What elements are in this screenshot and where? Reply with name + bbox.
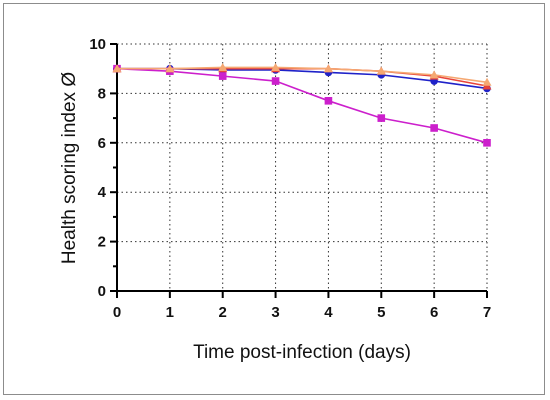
y-tick-label: 4 [98, 184, 107, 201]
data-point-s4-2 [218, 62, 228, 71]
x-tick-label: 4 [324, 304, 333, 321]
x-tick-label: 1 [166, 304, 174, 321]
data-point-s4-4 [323, 64, 333, 73]
y-tick-label: 2 [98, 234, 106, 251]
data-point-s2-2 [218, 72, 227, 80]
x-tick-label: 6 [430, 304, 438, 321]
data-point-s2-4 [324, 97, 333, 105]
data-point-s2-6 [430, 124, 438, 132]
data-point-s4-7 [482, 77, 492, 86]
data-point-s2-7 [483, 139, 491, 147]
series-line-2 [116, 67, 488, 144]
axes [110, 43, 488, 298]
data-point-s2-3 [271, 77, 280, 85]
x-tick-label: 0 [113, 304, 121, 321]
x-tick-label: 5 [377, 304, 385, 321]
y-tick-label: 0 [98, 283, 106, 300]
x-axis-title: Time post-infection (days) [193, 342, 411, 363]
x-tick-label: 3 [271, 304, 279, 321]
data-point-s4-0 [112, 64, 122, 73]
tick-labels: 0 2 4 6 8 10 0 1 2 3 4 5 6 7 [89, 36, 491, 321]
plot-area [112, 62, 492, 147]
data-point-s4-3 [271, 62, 281, 71]
data-point-s4-1 [165, 64, 175, 73]
data-point-s4-6 [429, 70, 439, 79]
series-line-4 [117, 66, 488, 84]
data-point-s4-5 [376, 66, 386, 75]
x-tick-label: 7 [483, 304, 491, 321]
data-point-s2-5 [377, 114, 386, 122]
y-tick-label: 6 [98, 135, 106, 152]
y-tick-label: 8 [98, 85, 106, 102]
y-tick-label: 10 [89, 36, 106, 53]
x-tick-label: 2 [219, 304, 227, 321]
y-axis-title: Health scoring index Ø [59, 72, 80, 264]
